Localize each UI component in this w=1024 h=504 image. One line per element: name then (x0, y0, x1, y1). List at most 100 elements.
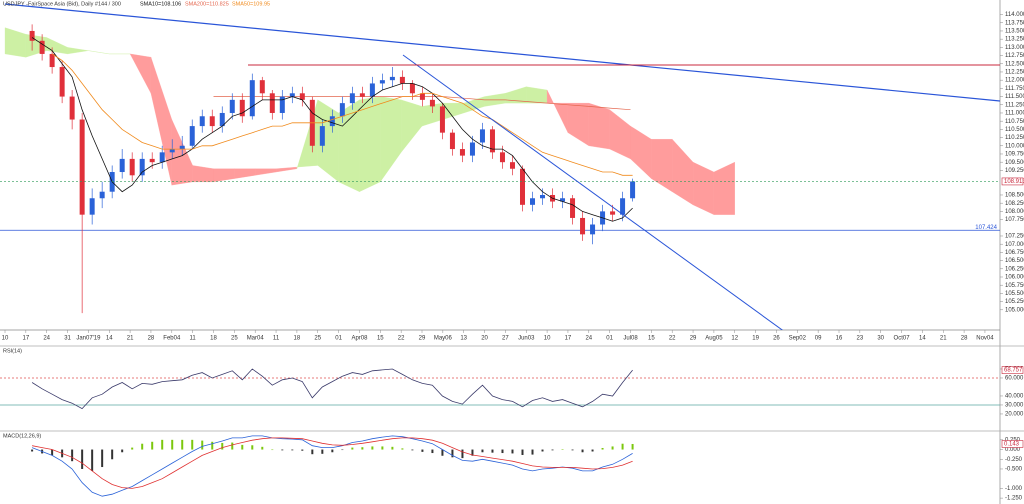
histogram-bar (571, 449, 574, 451)
y-tick-label: 110.750 (1005, 119, 1024, 125)
x-tick-label: 21 (127, 336, 134, 342)
candle-body (379, 80, 385, 84)
histogram-bar (551, 449, 554, 451)
candle-body (580, 217, 586, 235)
cloud (588, 102, 610, 150)
x-tick-label: 25 (231, 336, 238, 342)
candle-body (399, 76, 405, 84)
x-tick-label: 29 (419, 336, 426, 342)
y-tick-label: 60.000 (1005, 376, 1024, 382)
candle-body (409, 83, 415, 94)
x-tick-label: 11 (190, 336, 197, 342)
x-tick-label: 11 (273, 336, 280, 342)
x-tick-label: Jan07'19 (76, 336, 101, 342)
x-tick-label: 15 (377, 336, 384, 342)
candle-body (419, 93, 425, 100)
histogram-bar (631, 443, 634, 450)
x-tick-label: 15 (648, 336, 655, 342)
candle-body (149, 158, 155, 163)
candle-body (69, 96, 75, 120)
histogram-bar (601, 447, 604, 450)
value-box-label: 68.757 (1004, 368, 1023, 374)
y-tick-label: 111.250 (1005, 102, 1024, 108)
candle-body (359, 93, 365, 97)
histogram-bar (351, 447, 354, 450)
candle-body (519, 168, 525, 205)
candle-body (89, 198, 95, 215)
indicator-label: SMA10=108.106 (140, 1, 181, 7)
x-tick-label: 21 (940, 336, 947, 342)
macd-title: MACD(12,26,9) (3, 433, 41, 439)
level-label: 107.424 (975, 225, 997, 231)
x-tick-label: 17 (565, 336, 572, 342)
x-tick-label: 28 (148, 336, 155, 342)
y-tick-label: 106.250 (1005, 266, 1024, 272)
candle-body (459, 149, 465, 156)
x-tick-label: 18 (294, 336, 301, 342)
histogram-bar (481, 449, 484, 453)
candle-body (279, 96, 285, 113)
x-tick-label: 16 (836, 336, 843, 342)
x-tick-label: Aug05 (705, 336, 723, 342)
y-tick-label: 111.750 (1005, 86, 1024, 92)
candle-body (570, 198, 576, 218)
y-tick-label: 108.000 (1005, 209, 1024, 215)
cloud (359, 96, 381, 192)
candle-body (269, 93, 275, 113)
y-tick-label: -0.250 (1005, 457, 1023, 463)
y-tick-label: 111.000 (1005, 111, 1024, 117)
candle-body (99, 191, 105, 199)
candle-body (239, 99, 245, 117)
y-tick-label: 109.250 (1005, 168, 1024, 174)
candle-body (620, 198, 626, 215)
histogram-bar (401, 448, 404, 450)
histogram-bar (161, 439, 164, 450)
x-tick-label: 01 (606, 336, 613, 342)
value-box-label: 108.913 (1004, 179, 1024, 185)
histogram-bar (301, 449, 304, 451)
x-tick-label: May06 (434, 336, 453, 342)
x-tick-label: 13 (460, 336, 467, 342)
histogram-bar (541, 449, 544, 452)
y-tick-label: 105.250 (1005, 299, 1024, 305)
value-box (1001, 177, 1024, 186)
x-tick-label: 17 (23, 336, 30, 342)
candle-body (329, 116, 335, 127)
candle-body (129, 158, 135, 176)
candle-body (179, 145, 185, 150)
drawings (4, 3, 1000, 330)
x-tick-label: 27 (502, 336, 509, 342)
candle-body (509, 162, 515, 169)
histogram-bar (411, 449, 414, 451)
candle-body (530, 198, 536, 205)
candle-body (299, 93, 305, 100)
rsi-title: RSI(14) (3, 348, 22, 354)
x-tick-label: 22 (398, 336, 405, 342)
x-tick-label: 10 (544, 336, 551, 342)
candle-body (199, 116, 205, 127)
y-tick-label: -1.250 (1005, 496, 1023, 502)
histogram-bar (421, 449, 424, 452)
y-tick-label: 40.000 (1005, 394, 1024, 400)
y-tick-label: 113.000 (1005, 45, 1024, 51)
candle-body (249, 80, 255, 117)
value-box-label: 0.143 (1004, 442, 1020, 448)
candle-body (369, 83, 375, 97)
x-tick-label: 24 (585, 336, 592, 342)
candle-body (319, 126, 325, 146)
x-tick-label: 30 (877, 336, 884, 342)
candle-body (389, 76, 395, 81)
y-tick-label: -0.500 (1005, 467, 1023, 473)
histogram-bar (511, 449, 514, 454)
y-tick-label: 109.500 (1005, 160, 1024, 166)
candle-body (79, 119, 85, 215)
candle-body (469, 142, 475, 156)
candle-body (169, 149, 175, 153)
histogram-bar (71, 449, 74, 462)
histogram-bar (531, 449, 534, 455)
y-tick-label: 106.500 (1005, 258, 1024, 264)
cloud (67, 47, 89, 55)
y-tick-label: 112.500 (1005, 61, 1024, 67)
sma-line (31, 37, 633, 222)
